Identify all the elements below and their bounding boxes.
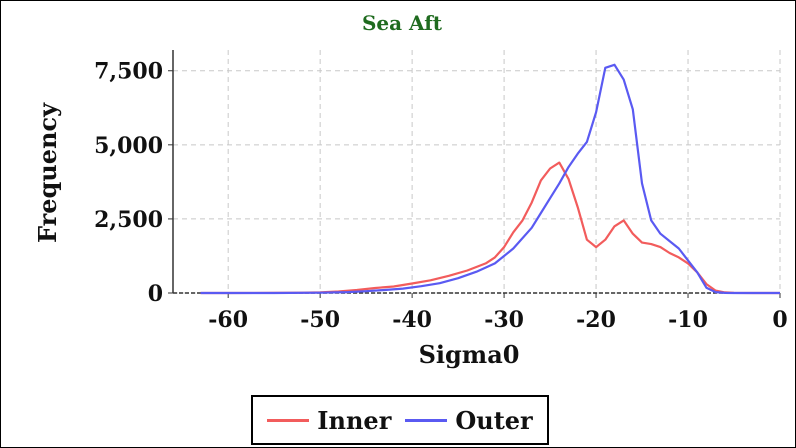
legend-item-inner: Inner xyxy=(267,406,391,435)
chart-title: Sea Aft xyxy=(362,11,443,35)
legend-label-outer: Outer xyxy=(455,405,533,435)
x-tick-label: -10 xyxy=(668,307,708,333)
x-tick-label: 0 xyxy=(772,307,787,333)
y-tick-label: 0 xyxy=(148,281,163,307)
series-group xyxy=(200,63,780,295)
legend-item-outer: Outer xyxy=(405,405,533,435)
legend: Inner Outer xyxy=(251,395,549,445)
ticks: -60 -50 -40 -30 -20 -10 0 0 2,500 5,000 7,500 xyxy=(94,59,788,333)
series-line-inner xyxy=(200,161,780,295)
legend-label-inner: Inner xyxy=(317,405,392,435)
series-line-outer xyxy=(200,63,780,295)
x-tick-label: -30 xyxy=(484,307,524,333)
legend-swatch-inner xyxy=(267,418,310,422)
axes xyxy=(168,50,781,298)
grid xyxy=(173,50,781,294)
x-tick-label: -20 xyxy=(576,307,616,333)
y-axis-title: Frequency xyxy=(33,102,62,243)
x-tick-label: -50 xyxy=(300,307,340,333)
x-tick-label: -60 xyxy=(208,307,248,333)
legend-swatch-outer xyxy=(405,418,448,422)
x-tick-label: -40 xyxy=(392,307,432,333)
x-axis-title: Sigma0 xyxy=(419,340,520,369)
y-tick-label: 2,500 xyxy=(94,207,163,233)
y-tick-label: 7,500 xyxy=(94,59,163,85)
y-tick-label: 5,000 xyxy=(94,133,163,159)
